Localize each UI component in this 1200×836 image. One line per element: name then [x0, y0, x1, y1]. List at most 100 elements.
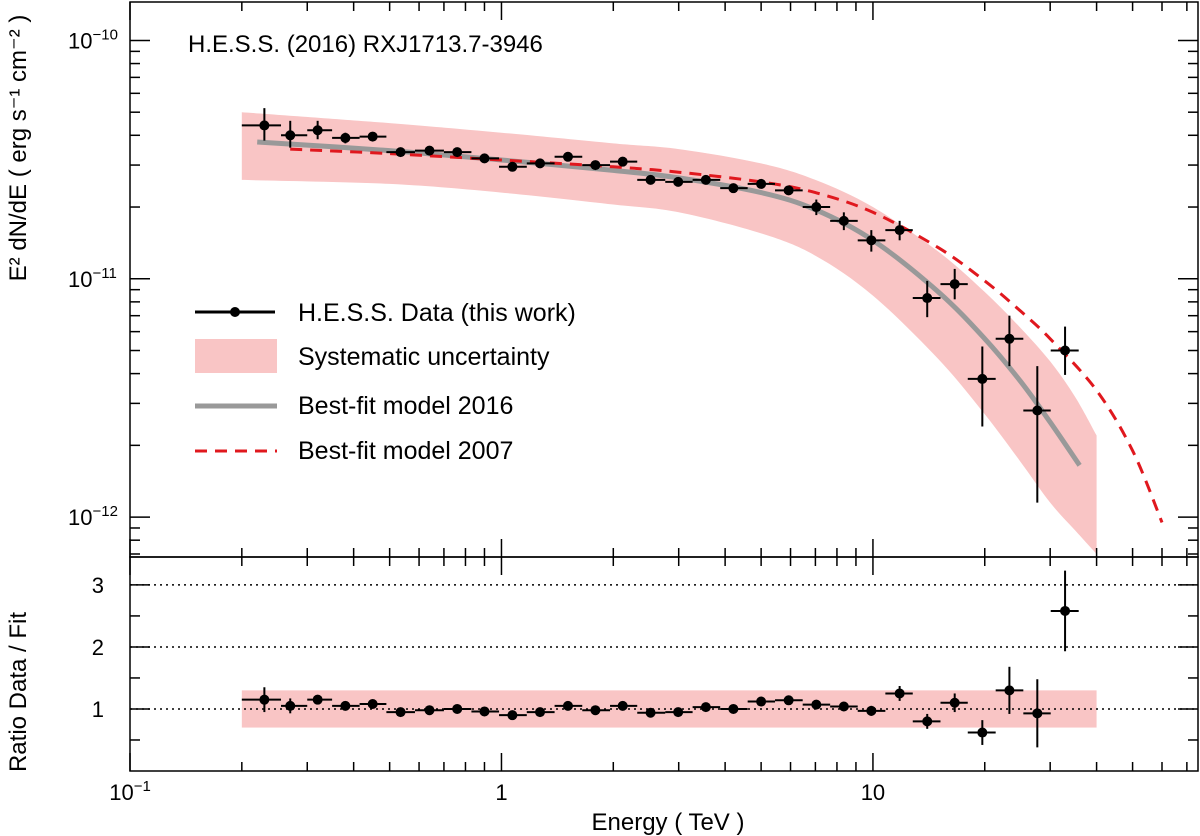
- data-marker: [562, 151, 573, 162]
- data-point: [692, 174, 721, 185]
- legend-label-model-2016: Best-fit model 2016: [298, 392, 513, 420]
- ratio-marker: [894, 688, 905, 699]
- systematic-band: [241, 112, 1097, 554]
- lower-reference-lines: [130, 584, 1198, 710]
- data-point: [775, 185, 803, 196]
- legend-label-data: H.E.S.S. Data (this work): [298, 299, 576, 327]
- data-point: [332, 132, 360, 144]
- data-point: [307, 120, 333, 140]
- ratio-marker: [452, 703, 463, 714]
- ratio-marker: [340, 700, 351, 711]
- data-point: [967, 346, 996, 427]
- data-marker: [312, 125, 323, 136]
- x-axis-title: Energy ( TeV ): [592, 809, 745, 836]
- legend-label-model-2007: Best-fit model 2007: [298, 437, 513, 465]
- data-point: [443, 147, 472, 158]
- ratio-marker: [562, 700, 573, 711]
- data-point: [912, 280, 941, 318]
- ratio-marker: [259, 694, 270, 705]
- chart-title: H.E.S.S. (2016) RXJ1713.7-3946: [188, 31, 543, 58]
- ratio-point: [499, 710, 527, 721]
- ratio-point: [1050, 570, 1079, 652]
- y-tick-label: 10−11: [68, 265, 117, 292]
- ratio-marker: [1032, 708, 1043, 719]
- ratio-marker: [312, 694, 323, 705]
- ratio-point: [637, 707, 666, 718]
- ratio-point: [775, 695, 803, 706]
- data-marker: [367, 131, 378, 142]
- data-point: [857, 230, 886, 252]
- ratio-point: [940, 693, 968, 713]
- x-tick-label: 10−1: [109, 778, 151, 805]
- ratio-point: [912, 713, 941, 729]
- data-point: [554, 151, 583, 162]
- data-marker: [977, 373, 988, 384]
- y-tick-label: 10−10: [68, 26, 118, 53]
- ratio-marker: [700, 702, 711, 713]
- data-marker: [922, 293, 933, 304]
- ratio-point: [386, 707, 415, 718]
- data-point: [610, 156, 638, 167]
- ratio-point: [610, 700, 638, 711]
- data-marker: [617, 156, 628, 167]
- upper-axis-ticks: [129, 2, 1198, 557]
- ratio-marker: [811, 699, 822, 710]
- data-point: [241, 108, 282, 141]
- ratio-marker: [949, 697, 960, 708]
- data-marker: [645, 174, 656, 185]
- ratio-marker: [479, 706, 490, 717]
- data-point: [582, 160, 611, 171]
- data-marker: [590, 160, 601, 171]
- ratio-marker: [922, 716, 933, 727]
- x-tick-labels: 10−1 1 10: [109, 778, 885, 805]
- ratio-point: [307, 694, 333, 705]
- data-marker: [700, 174, 711, 185]
- ratio-tick-label: 3: [92, 573, 104, 598]
- y-axis-title-lower: Ratio Data / Fit: [5, 612, 32, 772]
- ratio-marker: [838, 701, 849, 712]
- ratio-marker: [673, 707, 684, 718]
- data-point: [281, 120, 308, 148]
- ratio-point: [830, 701, 858, 712]
- data-marker: [285, 130, 296, 141]
- ratio-marker: [783, 695, 794, 706]
- legend-entry-data: H.E.S.S. Data (this work): [195, 299, 576, 327]
- data-marker: [783, 185, 794, 196]
- data-point: [940, 268, 968, 300]
- data-marker: [949, 279, 960, 290]
- legend-entry-model-2007: Best-fit model 2007: [195, 437, 513, 465]
- x-tick-label-exponent: −1: [134, 778, 151, 795]
- ratio-point: [995, 666, 1024, 714]
- data-marker: [1060, 345, 1071, 356]
- ratio-marker: [866, 705, 877, 716]
- data-marker: [838, 215, 849, 226]
- x-tick-label: 1: [495, 780, 507, 805]
- model-2016-curve: [257, 139, 1082, 467]
- ratio-point: [692, 702, 721, 713]
- legend: H.E.S.S. Data (this work) Systematic unc…: [195, 299, 576, 465]
- ratio-point: [471, 706, 500, 717]
- ratio-point: [443, 703, 472, 714]
- data-point: [637, 174, 666, 185]
- ratio-point: [720, 703, 748, 714]
- ratio-marker: [756, 696, 767, 707]
- ratio-point: [1023, 679, 1051, 748]
- legend-label-systematic: Systematic uncertainty: [298, 343, 550, 371]
- upper-panel: [129, 1, 1199, 558]
- data-marker: [811, 202, 822, 213]
- ratio-point: [554, 700, 583, 711]
- y-tick-label-exponent: −12: [92, 503, 117, 520]
- data-point: [995, 315, 1024, 367]
- data-point: [414, 145, 444, 156]
- ratio-point: [281, 698, 308, 714]
- legend-entry-model-2016: Best-fit model 2016: [195, 392, 513, 420]
- data-point: [830, 212, 858, 231]
- lower-axis-ticks: [129, 557, 1198, 771]
- data-marker: [1032, 405, 1043, 416]
- y-tick-label-exponent: −10: [92, 26, 117, 43]
- ratio-marker: [367, 699, 378, 710]
- ratio-marker: [285, 700, 296, 711]
- ratio-point: [802, 699, 831, 710]
- y-tick-label-exponent: −11: [92, 265, 116, 282]
